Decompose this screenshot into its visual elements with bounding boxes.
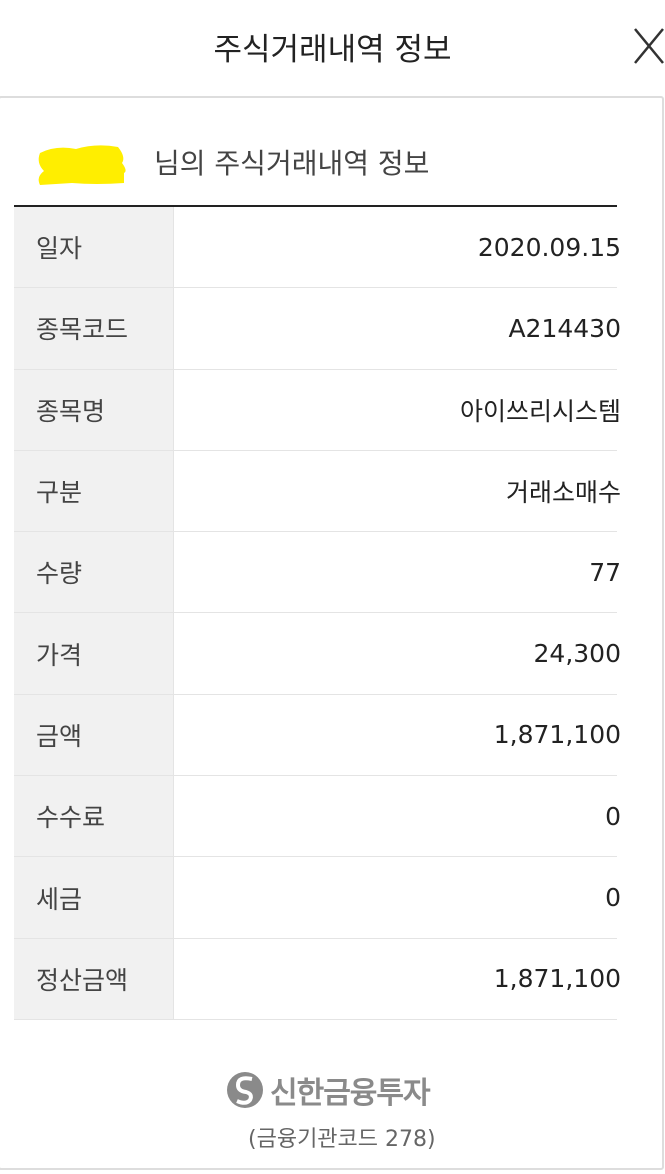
row-value-text: 24,300 [533, 639, 621, 669]
row-label: 종목명 [14, 369, 174, 450]
table-row: 세금 0 [14, 857, 621, 939]
row-label: 일자 [14, 207, 174, 288]
row-value-text: 1,871,100 [493, 720, 621, 750]
row-value-text: 거래소매수 [505, 478, 621, 508]
row-value: 거래소매수 [174, 451, 621, 531]
row-label: 세금 [14, 857, 174, 938]
brand-logo: 신한금융투자 [226, 1068, 431, 1112]
table-row: 종목코드 A214430 [14, 288, 621, 370]
institution-code: (금융기관코드 278) [248, 1127, 436, 1152]
header: 주식거래내역 정보 [0, 0, 665, 96]
row-value-text: 아이쓰리시스템 [459, 396, 621, 426]
row-value-text: 77 [589, 557, 621, 587]
table-row: 수수료 0 [14, 776, 621, 858]
table-row: 금액 1,871,100 [14, 694, 621, 777]
row-label: 정산금액 [14, 938, 174, 1019]
close-icon [634, 28, 664, 64]
row-value-text: 2020.09.15 [477, 232, 621, 262]
table-row: 종목명 아이쓰리시스템 [14, 369, 621, 451]
row-value-text: 1,871,100 [493, 964, 621, 994]
card-subtitle: 님의 주식거래내역 정보 [154, 147, 430, 180]
row-value: 0 [174, 776, 621, 856]
row-label: 수수료 [14, 776, 174, 857]
row-value: 1,871,100 [174, 939, 621, 1019]
row-label: 금액 [14, 694, 174, 776]
row-value-text: 0 [605, 801, 621, 831]
row-label: 구분 [14, 450, 174, 532]
page-title: 주식거래내역 정보 [213, 32, 452, 68]
row-value-text: 0 [605, 883, 621, 913]
redacted-name [38, 145, 126, 185]
row-value: 아이쓰리시스템 [174, 370, 621, 450]
row-value: 1,871,100 [174, 695, 621, 775]
row-value: A214430 [174, 288, 621, 368]
row-value: 77 [174, 532, 621, 612]
row-label: 수량 [14, 532, 174, 613]
table-row: 일자 2020.09.15 [14, 207, 621, 289]
table-row: 구분 거래소매수 [14, 450, 621, 533]
row-label: 가격 [14, 613, 174, 694]
row-label: 종목코드 [14, 288, 174, 369]
table-row: 가격 24,300 [14, 613, 621, 695]
brand-name: 신한금융투자 [270, 1076, 431, 1111]
shinhan-logo-icon [227, 1072, 263, 1108]
row-value: 24,300 [174, 613, 621, 693]
table-row: 수량 77 [14, 532, 621, 614]
close-button[interactable] [632, 26, 665, 66]
row-value: 2020.09.15 [174, 207, 621, 287]
row-value-text: A214430 [508, 313, 621, 343]
table-row: 정산금액 1,871,100 [14, 938, 621, 1020]
row-value: 0 [174, 857, 621, 937]
